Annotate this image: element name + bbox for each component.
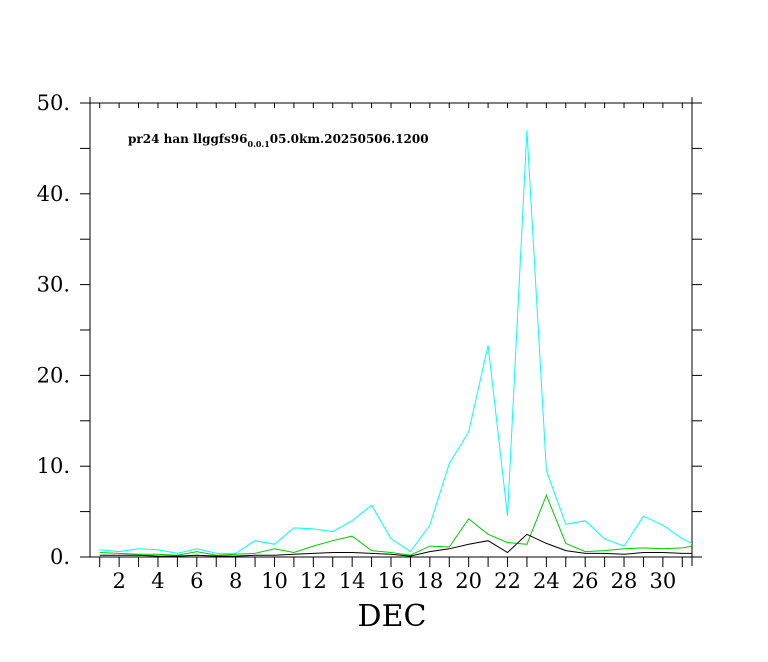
y-tick-label: 0. [50,545,70,569]
series-line-2 [99,493,693,556]
x-tick-label: 2 [112,569,125,593]
series-layer [99,130,693,557]
y-tick-label: 50. [37,91,70,115]
axis-ticks [80,102,702,567]
series-line-3 [99,533,692,557]
x-axis-label: DEC [358,599,427,634]
x-tick-label: 22 [494,569,521,593]
x-tick-label: 18 [416,569,443,593]
y-tick-label: 10. [37,454,70,478]
x-tick-label: 28 [611,569,638,593]
annotation-prefix: pr24 han llggfs96 [128,132,248,146]
x-tick-label: 12 [300,569,327,593]
chart-annotation: pr24 han llggfs960.0.105.0km.20250506.12… [128,132,429,149]
x-tick-label: 10 [261,569,288,593]
x-tick-label: 14 [339,569,366,593]
y-tick-label: 30. [37,273,70,297]
axis-labels: 0.10.20.30.40.50.2 4 6 8 10 12 14 16 18 20 22 24 26 2… [37,91,677,593]
plot-frame [89,97,693,566]
y-tick-label: 20. [37,363,70,387]
annotation-subscript: 0.0.1 [248,139,270,149]
x-tick-label: 24 [533,569,560,593]
x-tick-label: 16 [378,569,405,593]
x-tick-label: 4 [151,569,164,593]
x-tick-label: 6 [190,569,203,593]
y-tick-label: 40. [37,182,70,206]
annotation-suffix: 05.0km.20250506.1200 [270,132,429,146]
x-tick-label: 30 [650,569,677,593]
x-tick-label: 20 [455,569,482,593]
x-tick-label: 8 [229,569,242,593]
x-tick-label: 26 [572,569,599,593]
series-line-1 [99,130,693,554]
